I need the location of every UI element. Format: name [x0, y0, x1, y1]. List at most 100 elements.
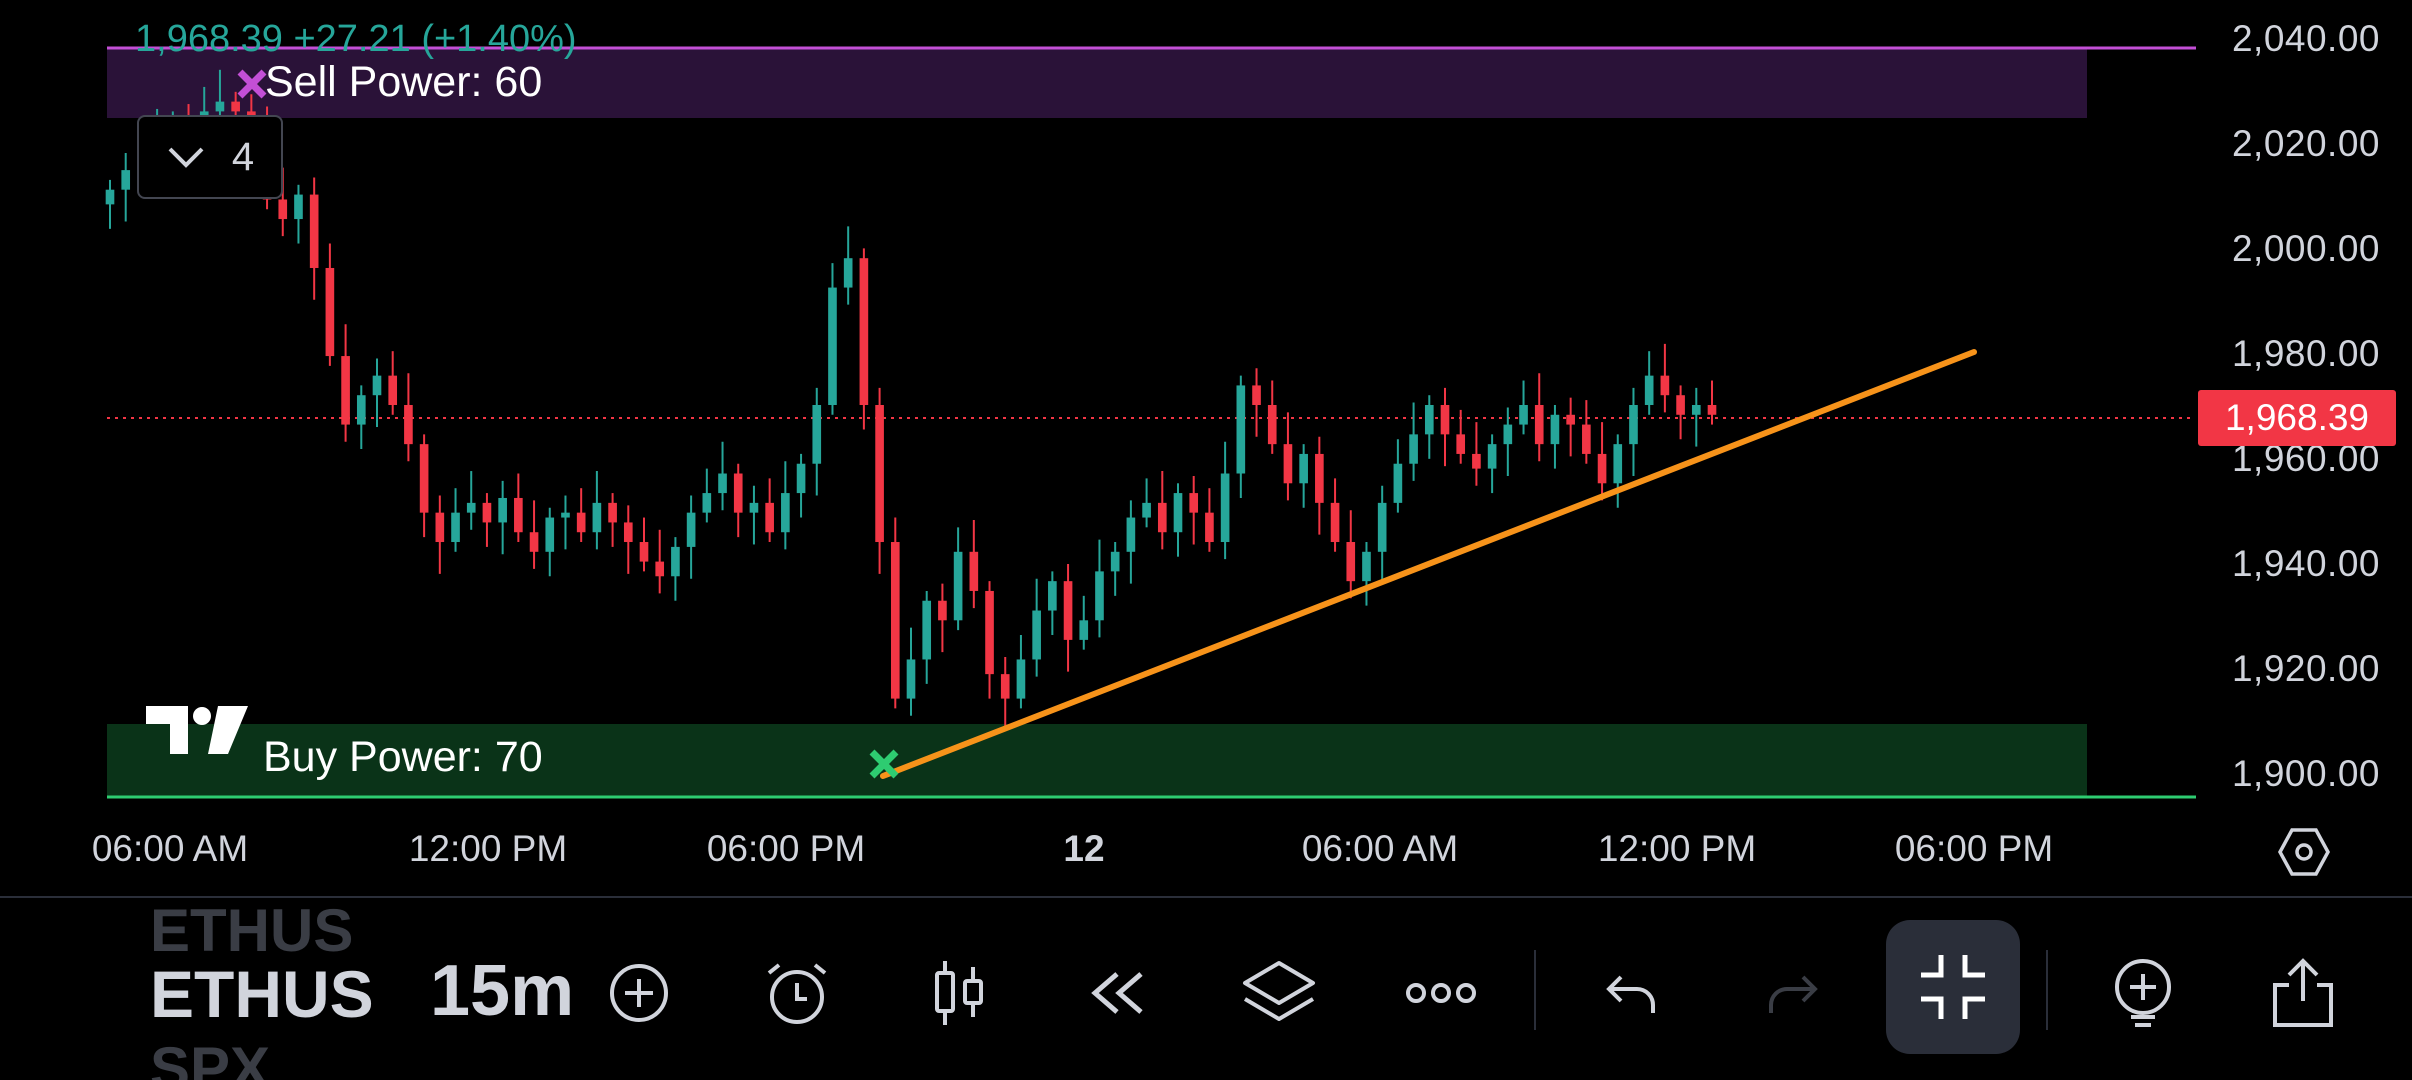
share-button[interactable]: [2258, 948, 2348, 1038]
candle-body: [1456, 434, 1466, 454]
candle-body: [1189, 493, 1199, 513]
candle-body: [215, 101, 225, 112]
candle-body: [529, 532, 539, 552]
candle-body: [1582, 424, 1591, 454]
candle-body: [435, 512, 445, 543]
ticker-prev[interactable]: ETHUS: [150, 898, 354, 964]
time-tick: 06:00 PM: [1894, 828, 2054, 869]
add-symbol-button[interactable]: [594, 948, 684, 1038]
candle-body: [1330, 502, 1340, 543]
price-tick: 1,920.00: [2231, 648, 2380, 689]
candle-body: [404, 405, 413, 445]
time-tick: 12:00 PM: [1597, 828, 1757, 869]
candle-body: [1534, 405, 1544, 445]
candle-body: [608, 502, 617, 523]
candle-body: [1629, 405, 1638, 445]
candle-body: [1299, 453, 1308, 484]
exit-fullscreen-button[interactable]: [1886, 920, 2020, 1054]
time-tick: 06:00 PM: [706, 828, 866, 869]
ticker-next[interactable]: SPX: [150, 1035, 271, 1080]
candle-body: [812, 405, 822, 464]
candle-body: [781, 493, 790, 533]
candle-body: [1503, 424, 1513, 445]
candle-body: [1707, 405, 1717, 415]
candle-body: [592, 502, 602, 533]
candle-body: [1676, 395, 1685, 415]
candle-body: [969, 551, 979, 591]
toolbar-separator: [2046, 950, 2048, 1030]
candle-body: [938, 600, 947, 621]
undo-button[interactable]: [1586, 948, 1676, 1038]
candle-body: [859, 258, 869, 405]
candle-body: [309, 194, 319, 268]
more-button[interactable]: [1396, 948, 1486, 1038]
buy-power-zone: [107, 724, 2087, 796]
price-tick: 1,980.00: [2231, 333, 2380, 374]
candle-body: [1487, 444, 1497, 469]
share-icon: [2273, 958, 2333, 1027]
candle-body: [718, 473, 727, 494]
candle-body: [1393, 463, 1403, 503]
candle-body: [1644, 375, 1654, 405]
candle-body: [1424, 405, 1434, 435]
candle-body: [702, 493, 712, 513]
interval-button[interactable]: 15m: [430, 951, 575, 1031]
ticker-current[interactable]: ETHUS: [150, 957, 374, 1031]
settings-hexagon-icon[interactable]: [2278, 826, 2330, 878]
rewind-icon: [1091, 972, 1143, 1014]
replay-button[interactable]: [1072, 948, 1162, 1038]
symbol-picker[interactable]: ETHUS ETHUS SPX: [150, 898, 390, 1080]
candle-body: [1315, 453, 1324, 503]
candle-body: [765, 502, 774, 533]
layers-button[interactable]: [1234, 948, 1324, 1038]
candle-body: [1409, 434, 1418, 464]
candle-body: [843, 258, 853, 288]
candle-body: [466, 502, 476, 513]
candle-body: [1016, 659, 1026, 699]
price-tick: 2,020.00: [2231, 123, 2380, 164]
candle-body: [231, 101, 240, 112]
candle-body: [1252, 385, 1261, 405]
candle-body: [1063, 581, 1073, 640]
candle-body: [372, 375, 382, 396]
candle-body: [1205, 512, 1214, 543]
toolbar-divider: [0, 896, 2412, 898]
tradingview-logo: [146, 706, 248, 754]
more-dots-icon: [1406, 983, 1476, 1003]
chart-type-button[interactable]: [914, 948, 1004, 1038]
candle-body: [576, 512, 586, 533]
candle-body: [514, 497, 523, 533]
candle-body: [828, 287, 837, 405]
candle-body: [1613, 444, 1623, 484]
candle-body: [1377, 502, 1387, 552]
candle-body: [545, 517, 555, 552]
candle-body: [1236, 385, 1246, 474]
sell-power-label: Sell Power: 60: [265, 58, 543, 106]
candle-body: [1550, 414, 1560, 445]
time-tick: 06:00 AM: [91, 828, 249, 869]
add-indicator-button[interactable]: [2098, 948, 2188, 1038]
alarm-clock-icon: [767, 963, 827, 1024]
chevron-down-icon: [168, 147, 204, 168]
indicators-collapse-button[interactable]: 4: [137, 115, 283, 199]
redo-button[interactable]: [1748, 948, 1838, 1038]
candle-body: [498, 497, 507, 523]
trend-line[interactable]: [880, 349, 1977, 779]
candle-body: [1079, 620, 1089, 640]
time-tick: 12:00 PM: [408, 828, 568, 869]
candle-body: [671, 546, 680, 577]
buy-power-label: Buy Power: 70: [263, 733, 543, 781]
time-tick-day: 12: [1063, 828, 1105, 869]
last-price-tag: 1,968.39: [2198, 390, 2396, 446]
candle-body: [1519, 405, 1528, 425]
candle-body: [1142, 502, 1151, 518]
ohlc-readout: 1,968.39 +27.21 (+1.40%): [135, 18, 577, 60]
candle-body: [278, 199, 288, 220]
candle-body: [796, 463, 806, 494]
exit-fullscreen-icon: [1921, 955, 1985, 1019]
price-tick: 1,940.00: [2231, 543, 2380, 584]
candle-body: [325, 267, 335, 357]
candle-body: [985, 590, 994, 675]
add-indicator-icon: [2115, 959, 2171, 1027]
alert-button[interactable]: [752, 948, 842, 1038]
